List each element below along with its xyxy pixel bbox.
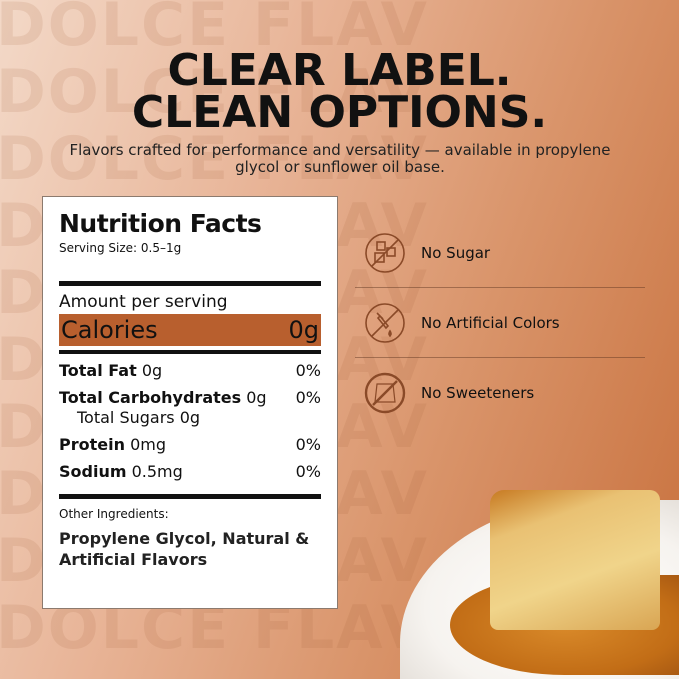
divider — [59, 350, 321, 354]
nutrient-row: Total Carbohydrates 0g 0% — [59, 388, 321, 408]
ingredients: Propylene Glycol, Natural & Artificial F… — [59, 529, 310, 569]
nutrient-label: Total Fat — [59, 361, 137, 380]
nutrient-row: Total Fat 0g 0% — [59, 361, 321, 381]
claim-no-sweeteners: No Sweeteners — [355, 358, 645, 428]
calories-label: Calories — [61, 316, 158, 344]
claim-no-artificial-colors: No Artificial Colors — [355, 288, 645, 358]
claim-label: No Sugar — [421, 243, 491, 262]
amount-per-serving: Amount per serving — [59, 292, 228, 312]
nutrient-amount: 0.5mg — [131, 462, 183, 481]
no-sugar-cubes-icon — [365, 232, 405, 273]
nutrient-dv: 0% — [295, 388, 321, 407]
no-dropper-icon — [365, 302, 405, 343]
nutrient-dv: 0% — [295, 462, 321, 481]
calories-value: 0g — [288, 316, 319, 344]
nutrient-subrow: Total Sugars 0g — [77, 408, 201, 427]
claim-label: No Sweeteners — [421, 384, 535, 402]
nutrient-amount: 0g — [141, 361, 163, 380]
nutrient-row: Sodium 0.5mg 0% — [59, 462, 321, 482]
no-sweetener-packet-icon — [364, 372, 406, 414]
nutrient-label: Protein — [59, 435, 125, 454]
nutrient-label: Sodium — [59, 462, 127, 481]
nutrient-dv: 0% — [295, 361, 321, 380]
claim-no-sugar: No Sugar — [355, 218, 645, 288]
headline: CLEAR LABEL. CLEAN OPTIONS. — [131, 45, 548, 138]
subtitle: Flavors crafted for performance and vers… — [69, 141, 611, 176]
divider — [59, 494, 321, 499]
claim-label: No Artificial Colors — [421, 313, 560, 332]
nutrition-title: Nutrition Facts — [59, 209, 262, 238]
serving-size: Serving Size: 0.5–1g — [59, 241, 182, 255]
other-ingredients-label: Other Ingredients: — [59, 507, 169, 521]
claims-list: No Sugar No Artificial Colors No Sweeten… — [355, 218, 645, 428]
nutrient-amount: 0mg — [130, 435, 166, 454]
divider — [59, 281, 321, 286]
nutrient-dv: 0% — [295, 435, 321, 454]
nutrition-facts-label: Nutrition Facts Serving Size: 0.5–1g Amo… — [42, 196, 338, 609]
nutrient-amount: 0g — [246, 388, 267, 407]
calories-row: Calories 0g — [59, 314, 321, 346]
cake-image — [490, 490, 660, 630]
nutrient-label: Total Carbohydrates — [59, 388, 242, 407]
nutrient-row: Protein 0mg 0% — [59, 435, 321, 455]
